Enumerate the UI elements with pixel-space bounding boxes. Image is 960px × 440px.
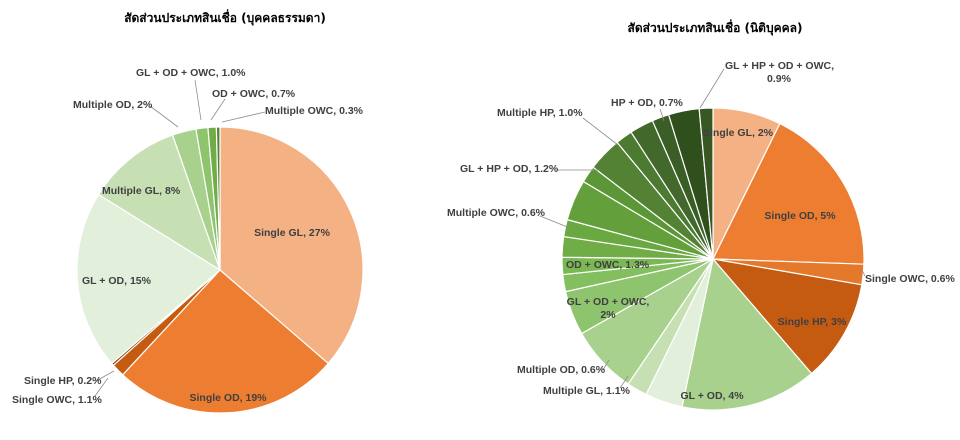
pie1-label-2: Single OWC, 0.6%	[865, 273, 956, 285]
pie0-leader-8	[210, 98, 226, 121]
pie-juristic: Single GL, 2% Single OD, 5% Single OWC, 0.…	[447, 60, 956, 411]
pie1-label-15: Multiple HP, 1.0%	[497, 107, 583, 119]
pie1-label-11: Multiple OWC, 0.6%	[447, 207, 546, 219]
pie0-slice-5	[97, 134, 222, 272]
pie1-label-8: OD + OWC, 1.3%	[566, 259, 650, 271]
pie0-slice-4	[76, 193, 222, 365]
pie0-leader-3	[95, 370, 115, 382]
pie1-leader-17	[659, 108, 665, 122]
pie1-slice-4	[681, 257, 813, 411]
pie0-label-0: Single GL, 27%	[254, 227, 331, 239]
pie0-leader-9	[221, 111, 266, 123]
pie0-label-3: Single HP, 0.2%	[24, 375, 102, 387]
pie1-label-5: Multiple GL, 1.1%	[543, 385, 631, 397]
pie1-label-6: Multiple OD, 0.6%	[517, 364, 606, 376]
pie0-slice-0	[219, 126, 364, 365]
pie0-label-5: Multiple GL, 8%	[102, 185, 181, 197]
pie0-label-1: Single OD, 19%	[189, 392, 267, 404]
pie1-label-17: HP + OD, 0.7%	[611, 97, 684, 109]
pie1-slice-20	[698, 107, 714, 260]
pie0-label-8: OD + OWC, 0.7%	[212, 88, 296, 100]
pie-individual: Single GL, 27% Single OD, 19% Single OWC, …	[12, 67, 364, 414]
pie1-label-7: GL + OD + OWC, 2%	[567, 296, 650, 321]
chart-title-individual: สัดส่วนประเภทสินเชื่อ (บุคคลธรรมดา)	[124, 9, 326, 26]
pie1-label-13: GL + HP + OD, 1.2%	[460, 163, 559, 175]
chart-title-juristic: สัดส่วนประเภทสินเชื่อ (นิติบุคคล)	[628, 19, 803, 36]
pie1-slice-3	[711, 258, 863, 375]
pie1-label-4: GL + OD, 4%	[680, 390, 744, 402]
pie0-label-6: Multiple OD, 2%	[73, 99, 153, 111]
pie1-leader-19	[699, 68, 725, 109]
pie0-label-4: GL + OD, 15%	[82, 275, 152, 287]
pie1-leader-6	[602, 359, 610, 371]
pie0-slice-9	[215, 126, 221, 271]
pie0-label-9: Multiple OWC, 0.3%	[265, 105, 364, 117]
pie1-label-19: GL + HP + OD + OWC, 0.9%	[725, 60, 834, 85]
pie1-leader-5	[619, 375, 629, 389]
pie1-label-3: Single HP, 3%	[778, 316, 847, 328]
pie1-label-1: Single OD, 5%	[764, 210, 836, 222]
pie0-slice-1	[121, 269, 330, 414]
pie1-slice-1	[712, 122, 865, 265]
pie0-leader-2	[94, 377, 109, 397]
pie1-leader-2	[861, 269, 866, 277]
pie1-leader-15	[582, 117, 619, 146]
pie0-leader-6	[149, 105, 179, 128]
pie1-label-0: Single GL, 2%	[703, 127, 774, 139]
pie0-label-7: GL + OD + OWC, 1.0%	[136, 67, 246, 79]
pie1-leader-11	[539, 215, 571, 229]
pie0-label-2: Single OWC, 1.1%	[12, 394, 103, 406]
pie0-leader-7	[194, 79, 202, 121]
